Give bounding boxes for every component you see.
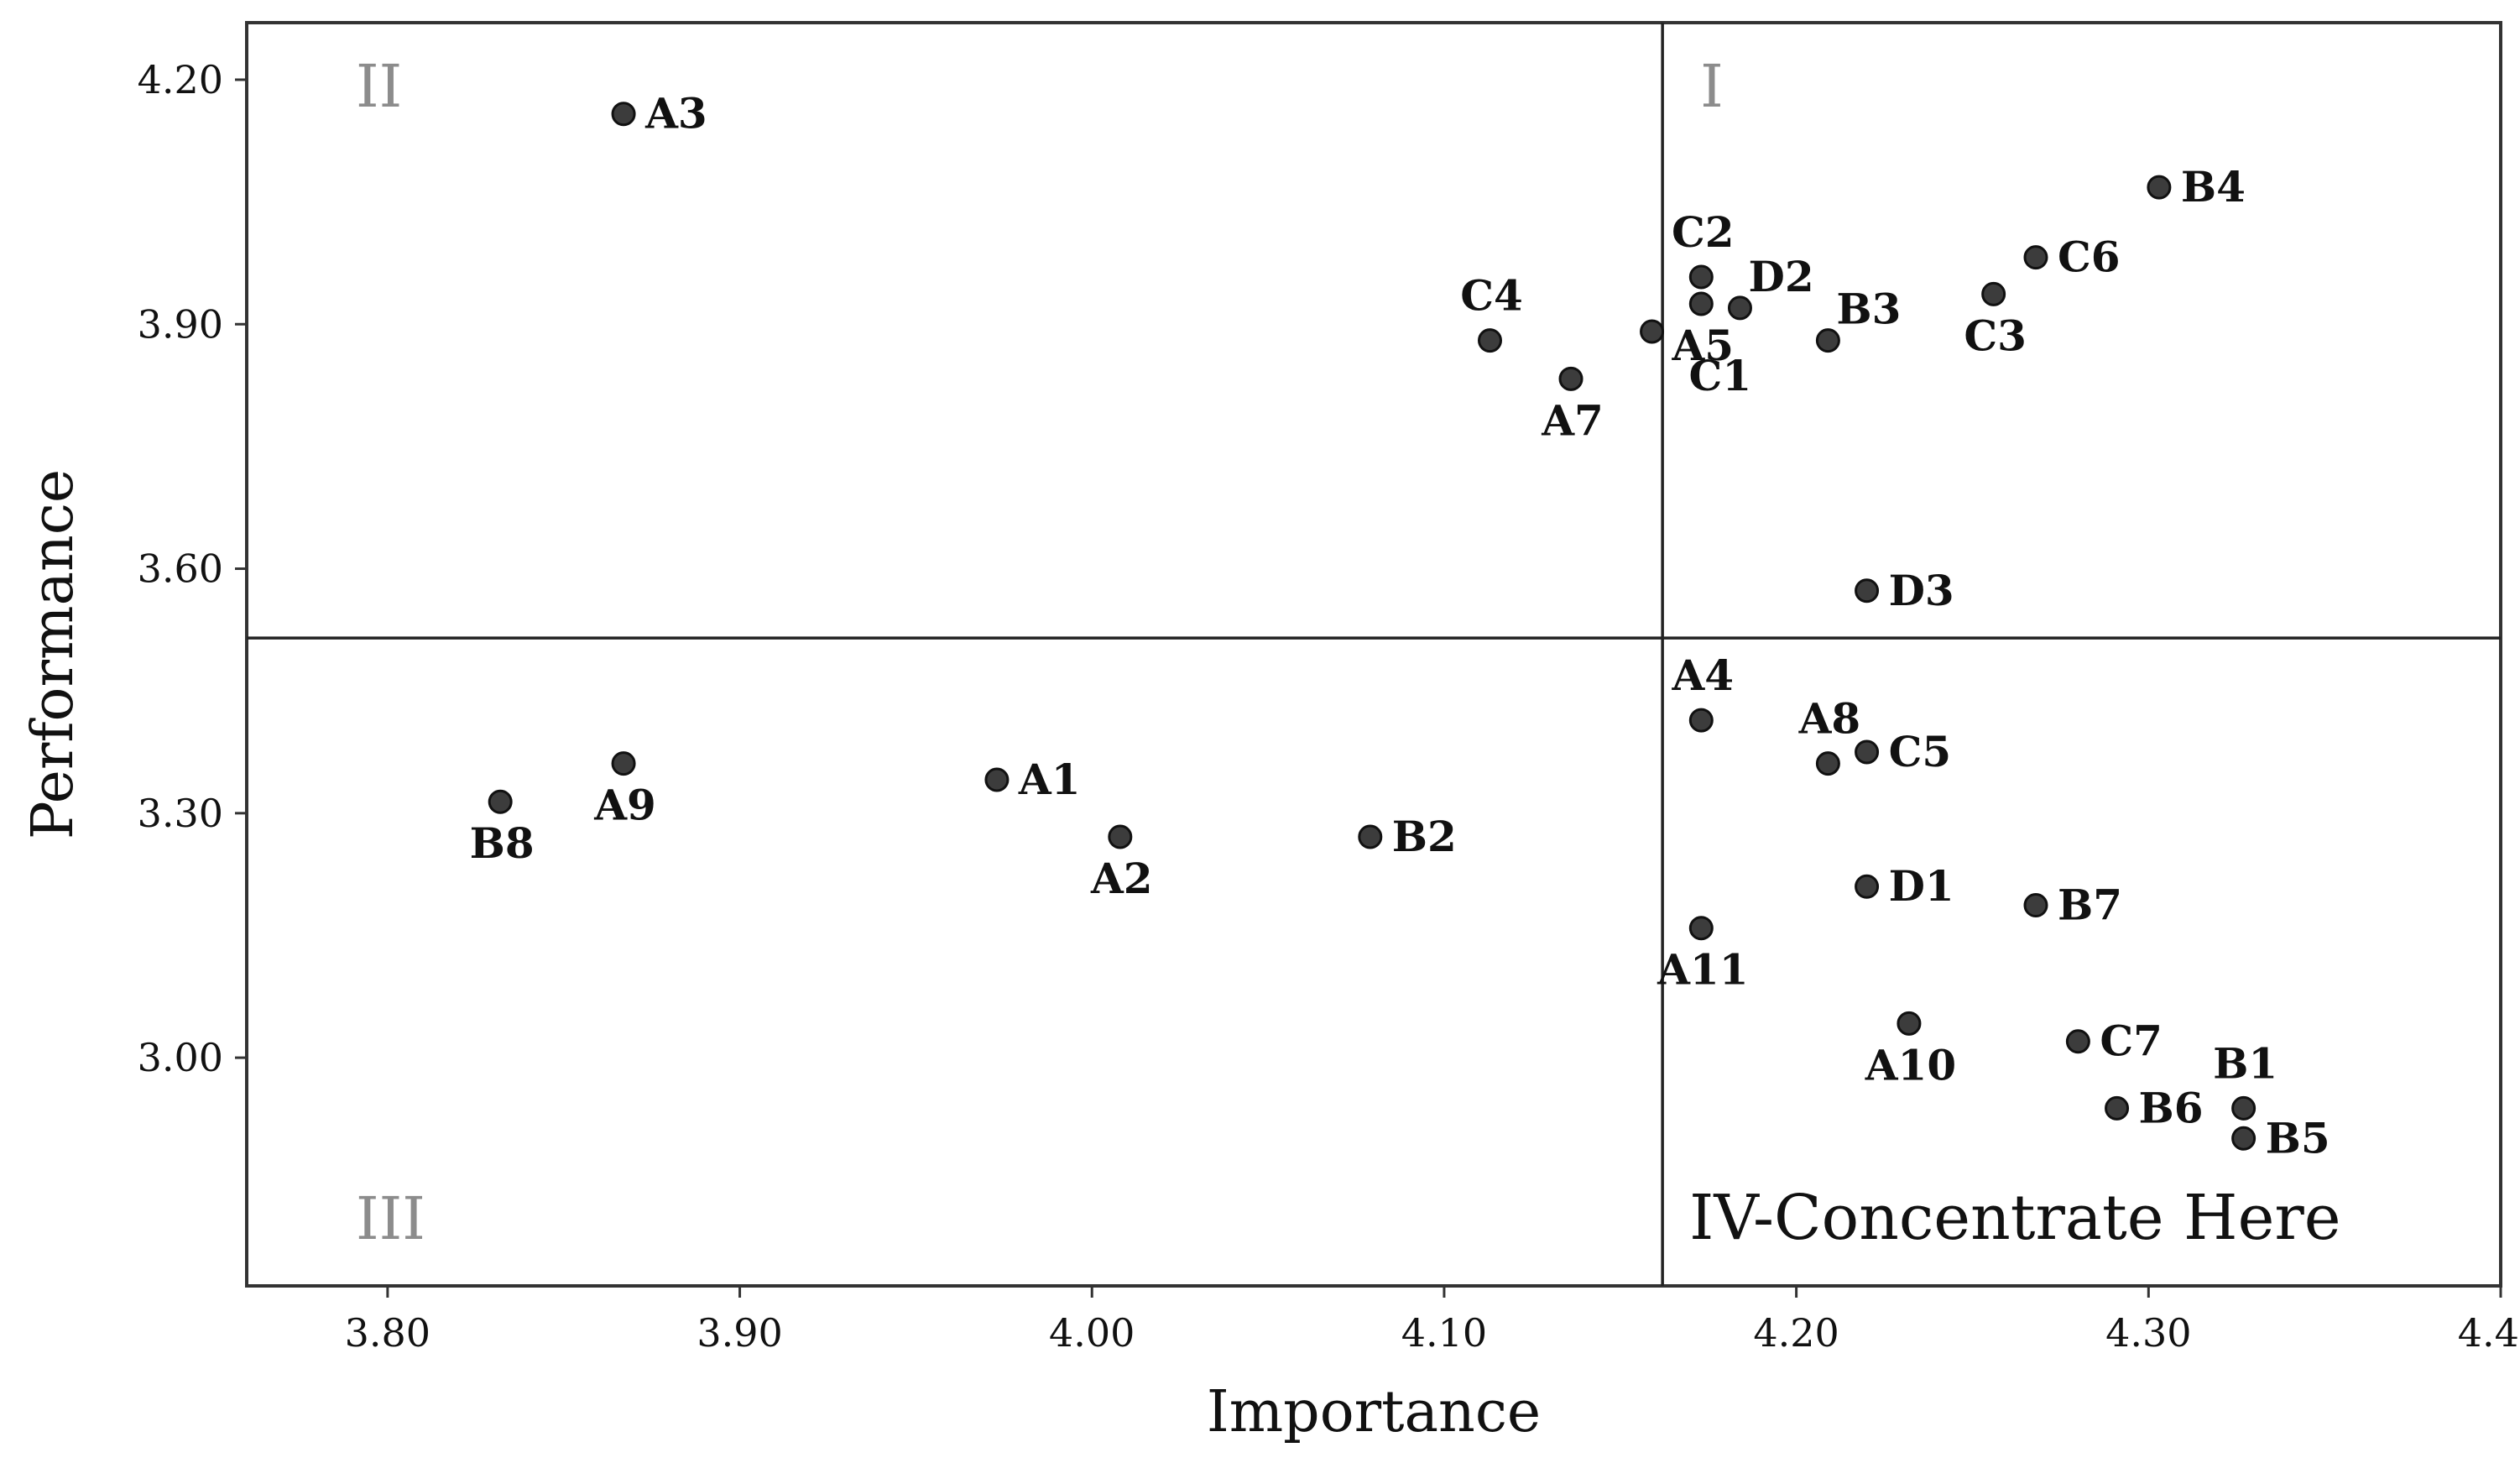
point-label-b1: B1 <box>2213 1038 2277 1088</box>
point-marker-a11 <box>1688 916 1714 941</box>
quadrant-IV-label: IV-Concentrate Here <box>1689 1182 2340 1254</box>
point-marker-c1 <box>1640 319 1665 344</box>
x-tick-label: 4.10 <box>1401 1310 1487 1356</box>
point-marker-b1 <box>2231 1095 2257 1121</box>
point-label-a9: A9 <box>593 781 656 830</box>
point-marker-a10 <box>1897 1011 1922 1036</box>
point-marker-b8 <box>488 789 513 814</box>
point-label-b8: B8 <box>470 818 535 868</box>
y-tick-label: 3.00 <box>138 1035 223 1080</box>
point-label-a1: A1 <box>1018 755 1081 804</box>
point-label-c3: C3 <box>1964 311 2027 360</box>
point-marker-a5 <box>1688 291 1714 316</box>
point-marker-c4 <box>1477 328 1502 353</box>
y-axis-title: Performance <box>20 469 86 839</box>
point-label-a3: A3 <box>644 89 707 138</box>
point-label-b3: B3 <box>1836 285 1901 334</box>
point-label-b7: B7 <box>2058 880 2122 930</box>
quadrant-II-label: II <box>356 52 402 121</box>
point-marker-b4 <box>2147 175 2172 200</box>
y-tick-label: 3.30 <box>138 791 223 836</box>
point-label-a4: A4 <box>1672 651 1735 700</box>
point-label-c7: C7 <box>2100 1016 2163 1066</box>
point-marker-b7 <box>2023 893 2048 918</box>
point-marker-b6 <box>2105 1095 2130 1121</box>
plot-frame <box>245 21 2502 1288</box>
axes-layer: 3.80 3.90 4.00 4.10 4.20 4.30 4.40 3.00 3.30 3.60… <box>138 21 2520 1356</box>
point-marker-c5 <box>1855 739 1880 765</box>
point-marker-c2 <box>1688 264 1714 290</box>
x-tick-label: 4.20 <box>1753 1310 1839 1356</box>
point-marker-a1 <box>984 767 1010 792</box>
quadrant-I-label: I <box>1700 52 1724 121</box>
point-label-c4: C4 <box>1460 271 1523 321</box>
point-marker-d1 <box>1855 874 1880 899</box>
point-labels-layer: A3 B4 C6 C2 D2 C3 A5 B3 C4 C1 A7 D3 A4 A8 C5 A9 A1 B8 A2 B2… <box>470 89 2330 1163</box>
x-tick-label: 4.00 <box>1049 1310 1135 1356</box>
point-marker-a2 <box>1108 824 1133 849</box>
point-label-d1: D1 <box>1889 861 1954 911</box>
point-label-a5: A5 <box>1672 321 1735 370</box>
x-tick-label: 3.80 <box>345 1310 430 1356</box>
point-label-a10: A10 <box>1865 1040 1956 1089</box>
quadrant-III-label: III <box>356 1184 425 1253</box>
point-marker-a9 <box>611 751 636 776</box>
y-tick-label: 4.20 <box>138 57 223 102</box>
point-marker-a4 <box>1688 708 1714 733</box>
point-label-d2: D2 <box>1748 252 1813 301</box>
point-marker-b3 <box>1815 328 1840 353</box>
point-label-b4: B4 <box>2181 162 2246 212</box>
point-label-c5: C5 <box>1889 727 1952 776</box>
point-label-d3: D3 <box>1889 566 1954 615</box>
point-label-c2: C2 <box>1672 207 1735 257</box>
point-marker-b5 <box>2231 1126 2257 1151</box>
point-marker-d2 <box>1727 295 1752 321</box>
point-label-b2: B2 <box>1392 812 1457 861</box>
point-label-b6: B6 <box>2139 1083 2204 1132</box>
x-axis-title: Importance <box>1207 1379 1541 1445</box>
point-label-a2: A2 <box>1090 854 1153 903</box>
point-marker-b2 <box>1358 824 1383 849</box>
point-marker-a7 <box>1558 366 1583 391</box>
point-marker-d3 <box>1855 578 1880 603</box>
point-marker-c7 <box>2065 1029 2090 1054</box>
point-marker-a3 <box>611 102 636 127</box>
point-marker-c3 <box>1981 281 2006 306</box>
point-label-a7: A7 <box>1541 395 1604 445</box>
x-tick-label: 4.40 <box>2458 1310 2520 1356</box>
x-tick-label: 3.90 <box>697 1310 782 1356</box>
point-label-b5: B5 <box>2266 1113 2330 1163</box>
y-tick-label: 3.60 <box>138 546 223 592</box>
points-layer <box>488 102 2257 1151</box>
point-marker-c6 <box>2023 245 2048 270</box>
point-label-c6: C6 <box>2058 233 2121 282</box>
y-tick-label: 3.90 <box>138 301 223 347</box>
point-marker-a8 <box>1815 751 1840 776</box>
point-label-c1: C1 <box>1689 351 1752 400</box>
quadrant-lines-layer <box>247 23 2501 1286</box>
point-label-a8: A8 <box>1798 694 1861 744</box>
point-label-a11: A11 <box>1657 945 1748 995</box>
x-tick-label: 4.30 <box>2105 1310 2191 1356</box>
